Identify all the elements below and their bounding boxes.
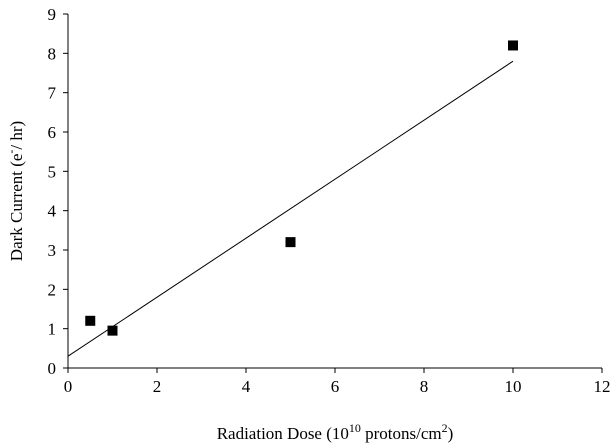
y-tick-label: 0	[48, 359, 57, 378]
trendline	[67, 60, 514, 357]
x-label-part: protons/cm	[361, 424, 442, 443]
y-axis-label: Dark Current (e-/ hr)	[4, 121, 26, 261]
y-label-part: -	[4, 150, 18, 154]
y-label-part: / hr)	[7, 121, 26, 150]
data-point	[285, 237, 296, 248]
x-label-part: )	[448, 424, 454, 443]
y-tick-label: 4	[48, 202, 57, 221]
y-tick-label: 9	[48, 5, 57, 24]
y-tick-label: 2	[48, 280, 57, 299]
x-label-part: 2	[442, 421, 448, 435]
x-axis-label: Radiation Dose (1010 protons/cm2)	[217, 421, 454, 443]
x-tick-label: 4	[242, 377, 251, 396]
y-tick-label: 6	[48, 123, 57, 142]
x-tick-label: 10	[505, 377, 522, 396]
y-tick-label: 8	[48, 44, 57, 63]
data-point	[508, 40, 518, 51]
x-tick-label: 0	[64, 377, 73, 396]
x-label-part: 10	[349, 421, 361, 435]
y-tick-label: 5	[48, 162, 57, 181]
y-tick-label: 7	[48, 84, 57, 103]
y-tick-label: 3	[48, 241, 57, 260]
y-tick-label: 1	[48, 320, 57, 339]
x-tick-label: 2	[153, 377, 162, 396]
x-tick-label: 8	[420, 377, 429, 396]
y-label-part: Dark Current (e	[7, 154, 26, 262]
x-tick-label: 6	[331, 377, 340, 396]
x-label-part: Radiation Dose (10	[217, 424, 349, 443]
data-point	[85, 315, 96, 326]
x-tick-label: 12	[594, 377, 611, 396]
data-point	[107, 325, 118, 336]
